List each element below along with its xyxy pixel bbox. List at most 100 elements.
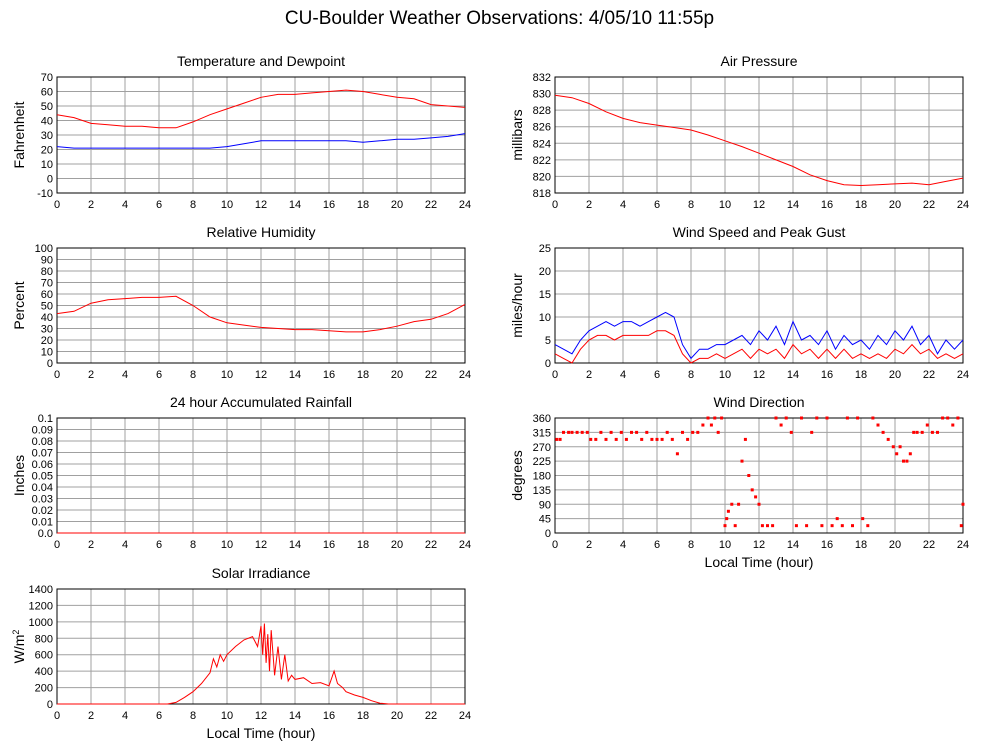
data-point: [723, 524, 727, 528]
x-tick-label: 14: [787, 369, 799, 381]
x-tick-label: 16: [821, 369, 833, 381]
y-tick-label: 315: [533, 427, 551, 439]
x-tick-label: 22: [425, 369, 437, 381]
x-axis-label: Local Time (hour): [207, 725, 316, 741]
y-tick-label: 50: [41, 301, 53, 313]
x-tick-label: 2: [586, 369, 592, 381]
y-tick-label: 180: [533, 471, 551, 483]
y-tick-label: 0.03: [32, 494, 53, 506]
data-point: [624, 437, 628, 441]
x-tick-label: 8: [190, 539, 196, 551]
y-tick-label: 800: [35, 633, 53, 645]
y-tick-label: 0: [47, 174, 53, 186]
x-tick-label: 14: [289, 710, 301, 722]
plot-frame: [56, 588, 466, 705]
data-point: [737, 502, 741, 506]
y-tick-label: 0: [47, 358, 53, 370]
x-tick-label: 2: [88, 539, 94, 551]
data-point: [774, 416, 778, 420]
data-point: [956, 416, 960, 420]
y-tick-label: 0.01: [32, 517, 53, 529]
x-tick-label: 16: [323, 199, 335, 211]
x-tick-label: 22: [425, 199, 437, 211]
x-tick-label: 14: [787, 539, 799, 551]
data-point: [567, 430, 571, 434]
data-point: [686, 437, 690, 441]
x-tick-label: 0: [552, 199, 558, 211]
data-point: [754, 495, 758, 499]
data-point: [876, 423, 880, 427]
data-point: [851, 524, 854, 528]
x-tick-label: 14: [289, 539, 301, 551]
y-tick-label: 80: [41, 266, 53, 278]
y-tick-label: 360: [533, 413, 551, 425]
x-tick-label: 8: [688, 199, 694, 211]
data-point: [609, 430, 613, 434]
y-tick-label: 30: [41, 130, 53, 142]
x-tick-label: 24: [957, 539, 969, 551]
y-tick-label: 90: [41, 255, 53, 267]
x-tick-label: 4: [122, 539, 128, 551]
data-point: [580, 430, 584, 434]
x-tick-label: 16: [821, 199, 833, 211]
x-tick-label: 22: [425, 710, 437, 722]
data-point: [716, 430, 720, 434]
x-tick-label: 22: [923, 199, 935, 211]
chart-title: Wind Speed and Peak Gust: [673, 224, 846, 240]
x-tick-label: 4: [620, 369, 626, 381]
y-tick-label: 25: [539, 243, 551, 255]
y-tick-label: 0.05: [32, 471, 53, 483]
x-tick-label: 8: [190, 369, 196, 381]
data-point: [558, 437, 562, 441]
y-tick-label: 0.1: [38, 413, 53, 425]
data-point: [635, 430, 639, 434]
y-tick-label: 60: [41, 87, 53, 99]
x-tick-label: 4: [122, 199, 128, 211]
data-point: [670, 437, 674, 441]
x-tick-label: 20: [889, 539, 901, 551]
y-axis-label: W/m2: [11, 630, 27, 664]
x-tick-label: 18: [357, 369, 369, 381]
data-point: [665, 430, 669, 434]
series-line-2: [56, 133, 466, 149]
x-tick-label: 6: [654, 199, 660, 211]
x-tick-label: 24: [459, 369, 471, 381]
x-tick-label: 2: [88, 710, 94, 722]
x-tick-label: 18: [855, 369, 867, 381]
chart-title: Air Pressure: [720, 53, 797, 69]
data-point: [604, 437, 608, 441]
y-tick-label: 50: [41, 101, 53, 113]
data-point: [750, 488, 754, 492]
x-tick-label: 10: [221, 539, 233, 551]
x-tick-label: 20: [391, 369, 403, 381]
x-tick-label: 6: [156, 369, 162, 381]
data-point: [720, 416, 724, 420]
y-tick-label: 0.06: [32, 459, 53, 471]
x-tick-label: 16: [821, 539, 833, 551]
data-point: [726, 509, 730, 513]
data-point: [747, 474, 751, 477]
x-tick-label: 0: [54, 710, 60, 722]
data-point: [912, 430, 916, 434]
data-point: [709, 423, 713, 427]
data-point: [920, 430, 924, 434]
y-tick-label: 0.04: [32, 482, 53, 494]
x-tick-label: 16: [323, 369, 335, 381]
x-tick-label: 10: [221, 710, 233, 722]
y-tick-label: 225: [533, 456, 551, 468]
y-tick-label: 60: [41, 289, 53, 301]
y-tick-label: 828: [533, 105, 551, 117]
x-tick-label: 8: [190, 710, 196, 722]
data-point: [614, 437, 618, 441]
x-tick-label: 6: [156, 199, 162, 211]
x-tick-label: 0: [552, 369, 558, 381]
y-tick-label: 830: [533, 89, 551, 101]
series-line-1: [56, 295, 466, 333]
data-point: [650, 437, 654, 441]
y-tick-label: 1400: [29, 584, 53, 596]
chart-title: 24 hour Accumulated Rainfall: [170, 394, 352, 410]
data-point: [840, 524, 844, 528]
